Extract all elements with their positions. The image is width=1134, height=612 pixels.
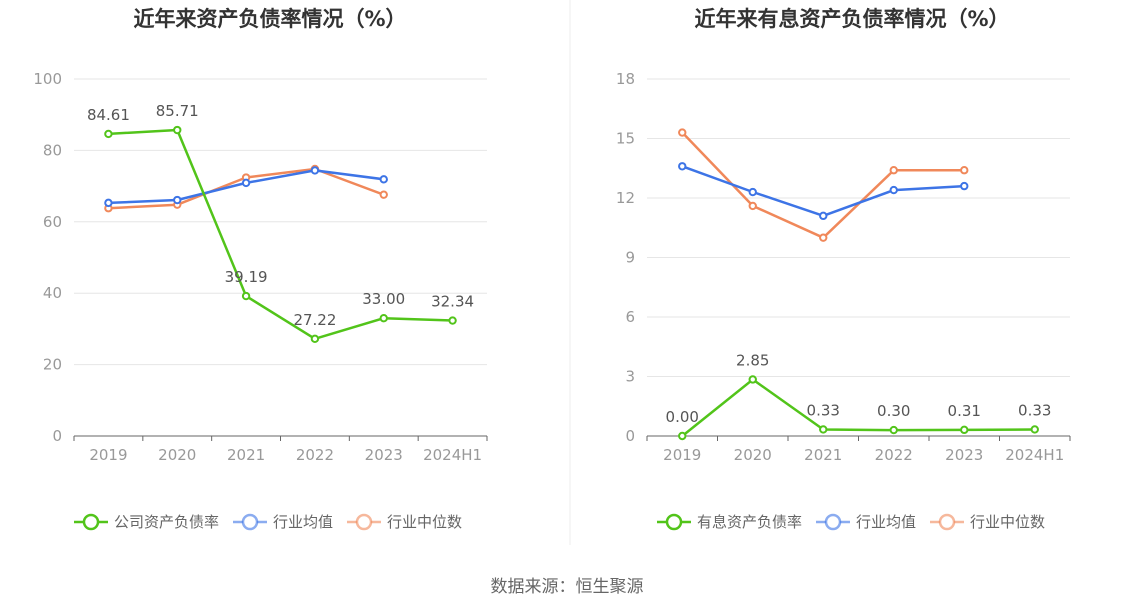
data-point bbox=[748, 375, 757, 384]
data-point bbox=[819, 233, 828, 242]
chart-title: 近年来有息资产负债率情况（%） bbox=[694, 7, 1009, 31]
data-point bbox=[448, 316, 457, 325]
y-tick-label: 15 bbox=[616, 130, 635, 148]
legend-label: 行业中位数 bbox=[387, 513, 462, 531]
y-tick-label: 20 bbox=[43, 356, 62, 374]
data-point bbox=[379, 175, 388, 184]
data-point bbox=[678, 162, 687, 171]
y-tick-label: 3 bbox=[625, 368, 635, 386]
data-label: 33.00 bbox=[362, 290, 405, 308]
x-tick-label: 2023 bbox=[945, 446, 983, 464]
x-tick-label: 2023 bbox=[365, 446, 403, 464]
data-label: 27.22 bbox=[293, 311, 336, 329]
legend-marker bbox=[938, 513, 956, 531]
data-point bbox=[819, 211, 828, 221]
legend-label: 行业均值 bbox=[273, 513, 333, 531]
legend-item-2: 行业均值 bbox=[233, 513, 333, 531]
x-tick-label: 2020 bbox=[158, 446, 196, 464]
legend-label: 行业均值 bbox=[856, 513, 916, 531]
x-tick-label: 2024H1 bbox=[1005, 446, 1064, 464]
data-point bbox=[960, 425, 969, 435]
data-point bbox=[310, 334, 320, 344]
x-tick-label: 2019 bbox=[89, 446, 127, 464]
legend-marker bbox=[82, 513, 100, 531]
data-label: 32.34 bbox=[431, 293, 474, 311]
x-tick-label: 2019 bbox=[663, 446, 701, 464]
x-tick-label: 2022 bbox=[296, 446, 334, 464]
data-label: 0.00 bbox=[666, 408, 699, 426]
legend-label: 行业中位数 bbox=[970, 513, 1045, 531]
legend-marker bbox=[665, 513, 683, 531]
y-tick-label: 0 bbox=[52, 427, 62, 445]
legend-item-2: 行业均值 bbox=[816, 513, 916, 531]
data-point bbox=[173, 125, 182, 135]
data-point bbox=[379, 190, 388, 199]
data-point bbox=[241, 178, 251, 188]
data-point bbox=[104, 198, 113, 208]
x-tick-label: 2021 bbox=[804, 446, 842, 464]
y-tick-label: 6 bbox=[625, 308, 635, 326]
data-label: 0.30 bbox=[877, 402, 910, 420]
data-point bbox=[241, 291, 251, 301]
series-line-3 bbox=[681, 131, 965, 239]
legend-item-1: 公司资产负债率 bbox=[74, 513, 219, 531]
data-point bbox=[379, 313, 388, 323]
x-tick-label: 2021 bbox=[227, 446, 265, 464]
chart-panel-2: 近年来有息资产负债率情况（%） 0 3 6 9 12 15 18 2019 2020 2021 202… bbox=[616, 7, 1071, 531]
series-line-2 bbox=[681, 165, 965, 218]
y-tick-label: 100 bbox=[33, 70, 62, 88]
data-point bbox=[748, 187, 757, 197]
y-tick-label: 60 bbox=[43, 213, 62, 231]
data-point bbox=[310, 166, 320, 175]
data-point bbox=[173, 195, 182, 205]
legend-label: 有息资产负债率 bbox=[697, 513, 802, 531]
data-point bbox=[889, 425, 898, 435]
data-label: 39.19 bbox=[225, 268, 268, 286]
data-point bbox=[960, 166, 969, 175]
legend-marker bbox=[355, 513, 373, 531]
data-point bbox=[960, 181, 969, 191]
chart-panel-1: 近年来资产负债率情况（%） 0 20 40 60 80 100 2019 2020 2021 202… bbox=[33, 7, 488, 531]
data-point bbox=[889, 166, 898, 175]
data-label: 0.33 bbox=[807, 401, 840, 419]
y-tick-label: 40 bbox=[43, 284, 62, 302]
series-line-1 bbox=[108, 128, 453, 341]
data-point bbox=[819, 425, 828, 434]
data-label: 2.85 bbox=[736, 351, 769, 369]
chart-title: 近年来资产负债率情况（%） bbox=[133, 7, 406, 31]
data-point bbox=[1030, 425, 1039, 434]
legend-label: 公司资产负债率 bbox=[114, 513, 219, 531]
legend-item-1: 有息资产负债率 bbox=[657, 513, 802, 531]
data-point bbox=[678, 128, 687, 137]
series-line-1 bbox=[681, 378, 1035, 437]
legend-marker bbox=[241, 513, 259, 531]
x-tick-label: 2022 bbox=[875, 446, 913, 464]
data-point bbox=[889, 185, 898, 195]
data-label: 0.31 bbox=[948, 402, 981, 420]
data-label: 85.71 bbox=[156, 102, 199, 120]
x-tick-label: 2020 bbox=[734, 446, 772, 464]
x-tick-label: 2024H1 bbox=[423, 446, 482, 464]
y-tick-label: 0 bbox=[625, 427, 635, 445]
data-label: 0.33 bbox=[1018, 401, 1051, 419]
data-point bbox=[678, 431, 687, 441]
data-point bbox=[104, 129, 113, 139]
legend-item-3: 行业中位数 bbox=[930, 513, 1045, 531]
legend-marker bbox=[824, 513, 842, 531]
y-tick-label: 18 bbox=[616, 70, 635, 88]
y-tick-label: 9 bbox=[625, 249, 635, 267]
legend-item-3: 行业中位数 bbox=[347, 513, 462, 531]
y-tick-label: 80 bbox=[43, 141, 62, 159]
data-point bbox=[748, 201, 757, 211]
y-tick-label: 12 bbox=[616, 189, 635, 207]
data-label: 84.61 bbox=[87, 106, 130, 124]
data-source-note: 数据来源：恒生聚源 bbox=[491, 577, 644, 597]
